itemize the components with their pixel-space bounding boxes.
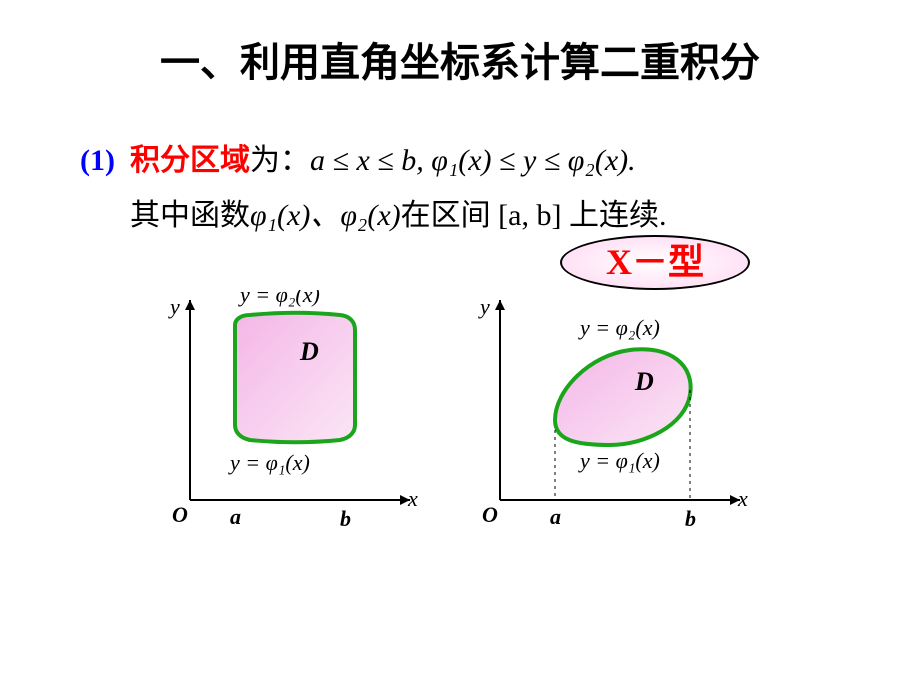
x-type-badge: X－型 [560, 235, 750, 290]
svg-text:x: x [407, 486, 418, 511]
line2-suffix: 在区间 [a, b] 上连续. [401, 199, 667, 232]
svg-text:y = φ₁(x): y = φ₁(x) [578, 448, 660, 473]
badge-rest: －型 [632, 242, 704, 282]
definition-line-2: 其中函数φ₁(x)、φ₂(x)在区间 [a, b] 上连续. [130, 190, 666, 234]
slide: 一、利用直角坐标系计算二重积分 (1) 积分区域为：a ≤ x ≤ b, φ₁(… [0, 0, 920, 690]
diagram-left-svg: y x Oa b y = φ₂(x) y = φ₁(x) D [150, 290, 430, 535]
svg-text:a: a [230, 504, 241, 529]
keyword-region: 积分区域 [130, 144, 250, 177]
item-number: (1) [80, 144, 115, 177]
svg-text:O: O [482, 502, 498, 527]
svg-text:D: D [634, 367, 654, 396]
badge-x: X [606, 242, 632, 282]
svg-text:D: D [299, 337, 319, 366]
definition-line-1: (1) 积分区域为：a ≤ x ≤ b, φ₁(x) ≤ y ≤ φ₂(x). [80, 135, 636, 179]
svg-text:y = φ₂(x): y = φ₂(x) [578, 315, 660, 340]
svg-text:b: b [685, 506, 696, 531]
line2-functions: φ₁(x)、φ₂(x) [250, 199, 401, 232]
svg-text:y = φ₂(x): y = φ₂(x) [238, 290, 320, 307]
svg-text:y: y [478, 294, 490, 319]
svg-text:y = φ₁(x): y = φ₁(x) [228, 450, 310, 475]
diagram-right-svg: y x Oa b y = φ₂(x) y = φ₁(x) D [460, 290, 760, 535]
svg-text:O: O [172, 502, 188, 527]
diagram-left: y x Oa b y = φ₂(x) y = φ₁(x) D [150, 290, 430, 535]
line2-prefix: 其中函数 [130, 199, 250, 232]
section-title: 一、利用直角坐标系计算二重积分 [0, 30, 920, 88]
svg-text:x: x [737, 486, 748, 511]
svg-text:b: b [340, 506, 351, 531]
inequality-math: a ≤ x ≤ b, φ₁(x) ≤ y ≤ φ₂(x). [310, 144, 636, 177]
svg-text:a: a [550, 504, 561, 529]
diagram-right: y x Oa b y = φ₂(x) y = φ₁(x) D [460, 290, 760, 535]
svg-text:y: y [168, 294, 180, 319]
colon-cn: 为： [250, 144, 310, 177]
